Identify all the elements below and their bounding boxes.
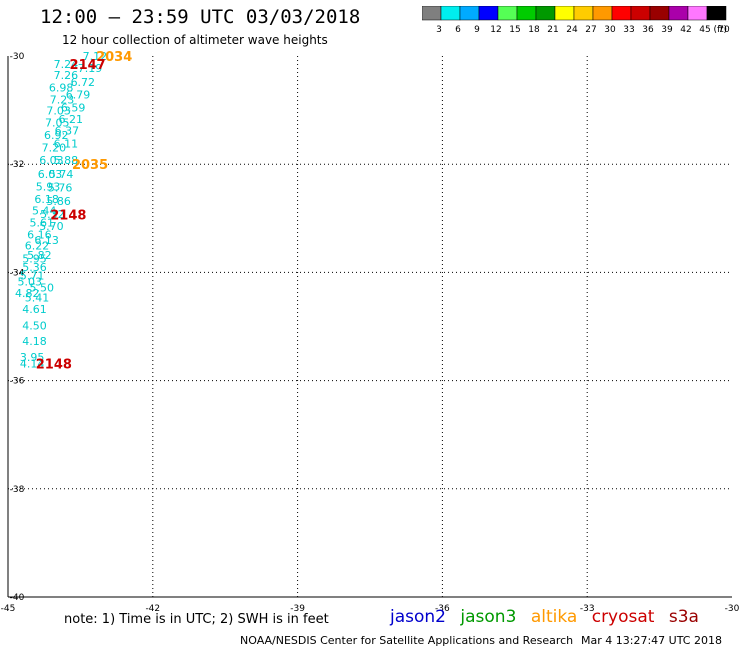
page-subtitle: 12 hour collection of altimeter wave hei…	[62, 33, 328, 47]
wave-height-label: 5.32	[40, 208, 65, 221]
wave-height-label: 7.26	[54, 69, 79, 82]
wave-height-label: 4.82	[15, 287, 40, 300]
wave-height-label: 5.93	[36, 180, 61, 193]
pass-time-label: 2148	[50, 209, 86, 224]
legend-cryosat: cryosat	[591, 607, 655, 627]
y-tick-label: -34	[10, 268, 25, 278]
wave-height-label: 4.14	[20, 357, 45, 370]
wave-height-label: 6.16	[27, 229, 52, 242]
legend-s3a: s3a	[668, 607, 699, 627]
wave-height-label: 4.61	[22, 303, 47, 316]
wave-height-label: 6.79	[66, 88, 91, 101]
satellite-legend: jason2 jason3 altika cryosat s3a	[390, 607, 708, 627]
wave-height-label: 5.82	[27, 249, 52, 262]
color-unit-label: (ft)	[713, 25, 727, 35]
wave-height-label: 6.22	[25, 239, 50, 252]
wave-height-label: 5.50	[30, 282, 55, 295]
wave-height-label: 6.98	[49, 81, 74, 94]
legend-altika: altika	[530, 607, 578, 627]
color-tick-label: 30	[604, 25, 616, 35]
wave-height-label: 7.23	[50, 93, 75, 106]
wave-height-label: 6.92	[44, 129, 69, 142]
note-text: note: 1) Time is in UTC; 2) SWH is in fe…	[64, 612, 329, 627]
legend-jason2: jason2	[390, 607, 446, 627]
x-tick-label: -33	[580, 604, 595, 614]
color-swatch	[706, 6, 727, 21]
wave-height-label: 5.03	[17, 276, 42, 289]
color-tick-label: 3	[436, 25, 442, 35]
y-tick-label: -40	[10, 593, 25, 603]
wave-height-label: 7.12	[83, 50, 108, 63]
color-tick-label: 24	[566, 25, 578, 35]
x-tick-label: -42	[145, 604, 160, 614]
wave-height-label: 6.11	[54, 138, 79, 151]
color-tick-label: 70	[718, 25, 730, 35]
pass-time-label: 2148	[36, 357, 72, 372]
wave-height-label: 7.19	[78, 62, 103, 75]
wave-height-label: 6.03	[38, 168, 63, 181]
y-tick-label: -32	[10, 160, 25, 170]
wave-height-label: 7.20	[42, 141, 67, 154]
wave-height-label: 6.18	[34, 193, 59, 206]
pass-time-label: 2147	[70, 58, 106, 73]
wave-height-label: 7.05	[45, 117, 70, 130]
color-tick-label: 45	[699, 25, 710, 35]
x-tick-label: -30	[725, 604, 740, 614]
wave-height-label: 4.50	[22, 319, 47, 332]
color-tick-label: 36	[642, 25, 654, 35]
wave-height-label: 5.61	[30, 217, 55, 230]
swh-color-scale: 3 6 9 12 15 18 21 24 27 30 33 36 39 42 45 70(ft)	[422, 6, 730, 35]
wave-height-label: 6.72	[71, 76, 96, 89]
y-tick-label: -36	[10, 377, 25, 387]
color-tick-label: 39	[661, 25, 673, 35]
wave-height-label: 6.37	[55, 125, 80, 138]
x-tick-label: -45	[1, 604, 16, 614]
wave-height-label: 5.71	[20, 270, 45, 283]
color-tick-label: 12	[490, 25, 501, 35]
color-tick-label: 15	[509, 25, 520, 35]
wave-height-label: 7.24	[54, 58, 79, 71]
x-tick-label: -36	[435, 604, 450, 614]
legend-jason3: jason3	[460, 607, 517, 627]
wave-height-label: 5.86	[46, 195, 71, 208]
color-tick-label: 21	[547, 25, 558, 35]
pass-time-label: 2035	[72, 158, 108, 173]
page-title: 12:00 – 23:59 UTC 03/03/2018	[40, 6, 361, 28]
wave-height-label: 5.88	[54, 154, 79, 167]
wave-height-label: 7.03	[46, 105, 71, 118]
wave-height-label: 4.18	[22, 335, 47, 348]
wave-height-label: 5.76	[48, 181, 73, 194]
x-tick-label: -39	[290, 604, 305, 614]
color-tick-label: 27	[585, 25, 596, 35]
wave-height-label: 6.21	[58, 113, 83, 126]
wave-height-label: 5.36	[22, 261, 47, 274]
wave-height-label: 5.70	[39, 220, 64, 233]
footer-credit: NOAA/NESDIS Center for Satellite Applica…	[240, 634, 574, 647]
wave-height-label: 6.59	[61, 101, 86, 114]
y-tick-label: -38	[10, 485, 25, 495]
pass-time-label: 2034	[96, 50, 132, 65]
color-tick-label: 33	[623, 25, 634, 35]
wave-height-label: 6.13	[34, 234, 59, 247]
wave-height-label: 5.44	[32, 205, 57, 218]
wave-height-label: 5.41	[25, 291, 50, 304]
wave-height-label: 3.95	[20, 351, 45, 364]
color-tick-label: 18	[528, 25, 540, 35]
wave-height-label: 6.03	[39, 154, 64, 167]
color-tick-label: 42	[680, 25, 691, 35]
y-tick-label: -30	[10, 52, 25, 62]
footer-date: Mar 4 13:27:47 UTC 2018	[581, 634, 722, 647]
wave-height-label: 5.74	[49, 168, 74, 181]
color-tick-label: 9	[474, 25, 480, 35]
wave-height-label: 5.95	[22, 252, 47, 265]
color-tick-label: 6	[455, 25, 461, 35]
